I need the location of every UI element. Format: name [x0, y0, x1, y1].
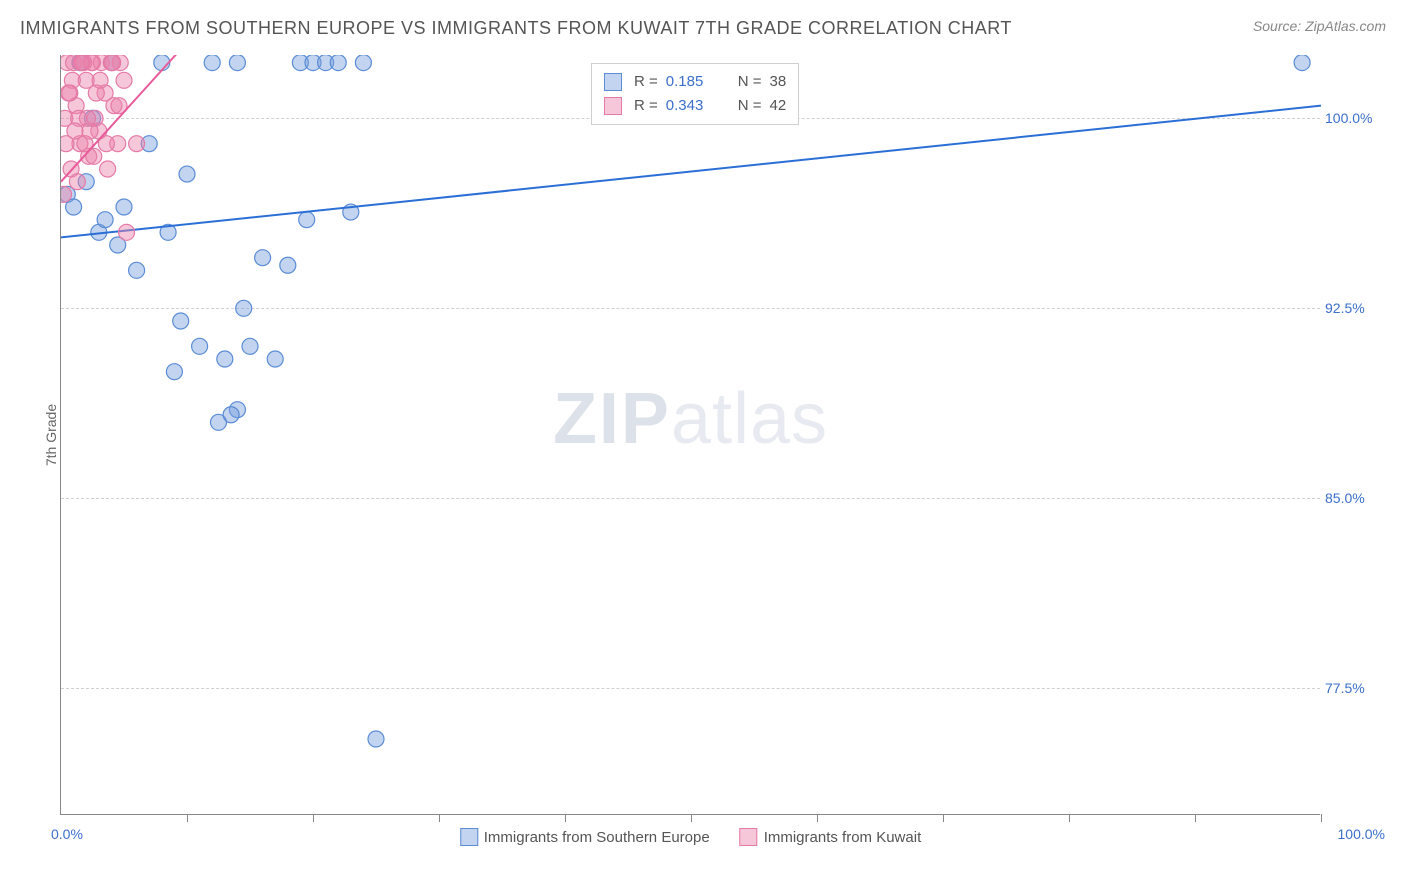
legend-n-label: N = [738, 70, 762, 94]
legend-swatch-blue [604, 73, 622, 91]
chart-title: IMMIGRANTS FROM SOUTHERN EUROPE VS IMMIG… [20, 18, 1012, 39]
chart-container: 7th Grade ZIPatlas R = 0.185 N = 38 R = … [60, 55, 1380, 815]
trend-line [61, 106, 1321, 238]
scatter-point [236, 300, 252, 316]
legend-n-value-1: 38 [770, 70, 787, 94]
bottom-legend-label-2: Immigrants from Kuwait [764, 829, 922, 846]
chart-header: IMMIGRANTS FROM SOUTHERN EUROPE VS IMMIG… [0, 0, 1406, 39]
bottom-legend-label-1: Immigrants from Southern Europe [484, 829, 710, 846]
scatter-point [100, 161, 116, 177]
scatter-point [61, 186, 72, 202]
y-tick-label: 100.0% [1325, 110, 1380, 126]
scatter-point [1294, 55, 1310, 71]
x-tick [1195, 814, 1196, 822]
scatter-point [73, 55, 89, 71]
legend-n-label: N = [738, 94, 762, 118]
scatter-point [166, 364, 182, 380]
scatter-point [223, 407, 239, 423]
y-tick-label: 85.0% [1325, 490, 1380, 506]
x-start-label: 0.0% [51, 826, 83, 842]
bottom-swatch-blue [460, 828, 478, 846]
legend-row-series1: R = 0.185 N = 38 [604, 70, 786, 94]
scatter-point [255, 250, 271, 266]
scatter-point [330, 55, 346, 71]
x-tick [691, 814, 692, 822]
scatter-point [129, 262, 145, 278]
plot-svg [61, 55, 1321, 815]
x-tick [1321, 814, 1322, 822]
correlation-legend: R = 0.185 N = 38 R = 0.343 N = 42 [591, 63, 799, 125]
x-tick [943, 814, 944, 822]
x-tick [313, 814, 314, 822]
x-tick [439, 814, 440, 822]
x-tick [565, 814, 566, 822]
x-tick [817, 814, 818, 822]
scatter-point [299, 212, 315, 228]
legend-r-label: R = [634, 94, 658, 118]
y-tick-label: 77.5% [1325, 680, 1380, 696]
scatter-point [105, 55, 121, 71]
scatter-point [61, 85, 77, 101]
x-tick [1069, 814, 1070, 822]
legend-r-value-2: 0.343 [666, 94, 720, 118]
bottom-legend: Immigrants from Southern Europe Immigran… [460, 828, 921, 846]
x-tick [187, 814, 188, 822]
y-tick-label: 92.5% [1325, 300, 1380, 316]
scatter-point [92, 72, 108, 88]
legend-row-series2: R = 0.343 N = 42 [604, 94, 786, 118]
scatter-point [368, 731, 384, 747]
legend-n-value-2: 42 [770, 94, 787, 118]
chart-source: Source: ZipAtlas.com [1253, 18, 1386, 34]
bottom-swatch-pink [740, 828, 758, 846]
scatter-point [267, 351, 283, 367]
scatter-point [280, 257, 296, 273]
scatter-point [173, 313, 189, 329]
scatter-point [217, 351, 233, 367]
scatter-point [79, 110, 95, 126]
legend-r-label: R = [634, 70, 658, 94]
scatter-point [67, 123, 83, 139]
scatter-point [69, 174, 85, 190]
scatter-point [192, 338, 208, 354]
scatter-point [119, 224, 135, 240]
scatter-point [204, 55, 220, 71]
plot-area: ZIPatlas R = 0.185 N = 38 R = 0.343 N = … [60, 55, 1320, 815]
scatter-point [179, 166, 195, 182]
scatter-point [97, 212, 113, 228]
scatter-point [242, 338, 258, 354]
scatter-point [116, 199, 132, 215]
scatter-point [116, 72, 132, 88]
y-axis-label: 7th Grade [43, 404, 59, 466]
scatter-point [129, 136, 145, 152]
scatter-point [229, 55, 245, 71]
scatter-point [355, 55, 371, 71]
bottom-legend-item-2: Immigrants from Kuwait [740, 828, 922, 846]
bottom-legend-item-1: Immigrants from Southern Europe [460, 828, 710, 846]
legend-r-value-1: 0.185 [666, 70, 720, 94]
legend-swatch-pink [604, 97, 622, 115]
x-end-label: 100.0% [1338, 826, 1385, 842]
